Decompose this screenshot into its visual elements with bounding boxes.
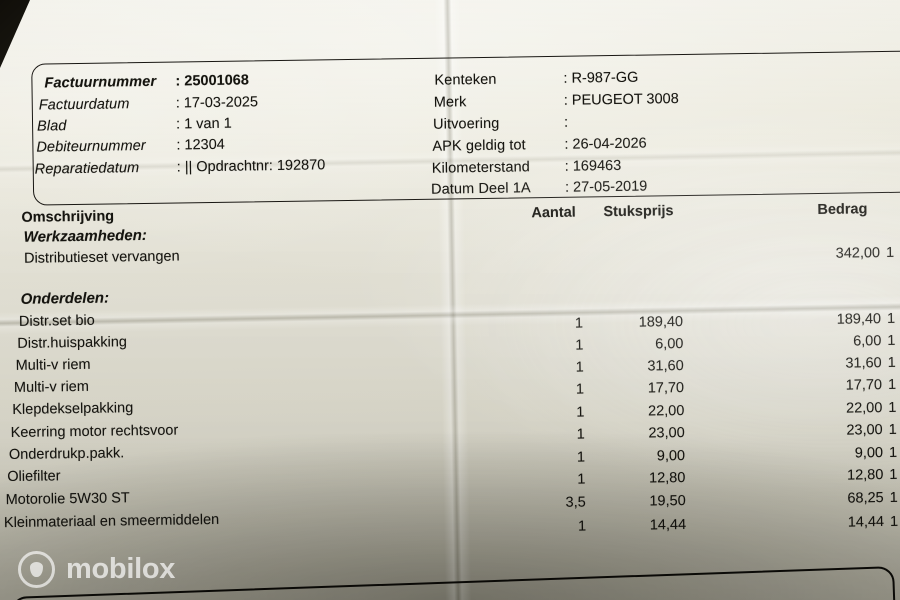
- table-row-amount: 12,80: [846, 467, 884, 484]
- table-row-vat-code: 1: [887, 376, 897, 393]
- field-label-factuurnummer: Factuurnummer: [44, 73, 157, 92]
- field-value-datum-deel-1a: : 27-05-2019: [564, 178, 648, 196]
- table-row-unit-price: 22,00: [647, 403, 685, 420]
- column-header-aantal: Aantal: [531, 204, 576, 222]
- field-value-debiteurnummer: : 12304: [176, 136, 225, 154]
- field-label-blad: Blad: [36, 118, 67, 135]
- table-row-vat-code: 1: [887, 332, 896, 349]
- field-label-datum-deel-1a: Datum Deel 1A: [430, 180, 531, 198]
- mobilox-watermark: mobilox: [18, 551, 175, 588]
- table-row-quantity: 1: [575, 359, 584, 376]
- table-row-quantity: 1: [576, 404, 585, 421]
- table-row-unit-price: 6,00: [655, 336, 684, 353]
- table-row-amount: 6,00: [853, 333, 882, 350]
- table-row-description: Multi-v riem: [15, 356, 91, 374]
- table-row-amount: 342,00: [835, 245, 881, 262]
- table-row-vat-code: 1: [888, 399, 897, 416]
- field-value-merk: : PEUGEOT 3008: [563, 91, 679, 109]
- table-row-quantity: 1: [577, 518, 587, 535]
- table-row-vat-code: 1: [889, 466, 898, 483]
- table-row-unit-price: 14,44: [649, 516, 687, 534]
- table-row-vat-code: 1: [889, 489, 898, 506]
- table-row-amount: 189,40: [836, 311, 882, 328]
- table-row-unit-price: 12,80: [648, 469, 686, 487]
- table-row-quantity: 1: [575, 337, 584, 354]
- field-value-factuurnummer: : 25001068: [175, 72, 249, 90]
- field-value-kilometerstand: : 169463: [564, 157, 622, 175]
- table-row-vat-code: 1: [887, 354, 896, 371]
- table-row-quantity: 1: [576, 449, 586, 466]
- table-row-amount: 22,00: [845, 400, 883, 417]
- field-value-uitvoering: :: [563, 114, 569, 131]
- table-row-description: Kleinmateriaal en smeermiddelen: [3, 511, 220, 532]
- field-value-reparatiedatum: : || Opdrachtnr: 192870: [176, 157, 326, 176]
- table-row-quantity: 1: [575, 381, 585, 398]
- table-row-amount: 68,25: [847, 490, 884, 507]
- field-value-blad: : 1 van 1: [175, 115, 232, 133]
- table-row-quantity: 1: [577, 471, 586, 488]
- table-row-unit-price: 31,60: [647, 358, 684, 375]
- field-label-factuurdatum: Factuurdatum: [38, 96, 130, 114]
- table-row-amount: 23,00: [846, 422, 883, 439]
- field-label-kilometerstand: Kilometerstand: [431, 159, 530, 177]
- table-row-vat-code: 1: [888, 421, 897, 438]
- table-row-description: Distr.set bio: [18, 312, 95, 330]
- table-row-amount: 17,70: [845, 377, 883, 394]
- table-row-vat-code: 1: [889, 513, 899, 530]
- mobilox-wordmark: mobilox: [66, 553, 176, 585]
- table-row-quantity: 3,5: [565, 494, 586, 511]
- table-row-description: Motorolie 5W30 ST: [5, 490, 130, 509]
- table-row-quantity: 1: [576, 426, 585, 443]
- table-row-description: Distributieset vervangen: [23, 248, 180, 267]
- table-row-vat-code: 1: [886, 310, 896, 327]
- table-row-amount: 31,60: [845, 355, 882, 372]
- section-title-werkzaamheden: Werkzaamheden:: [23, 226, 147, 246]
- table-row-quantity: 1: [574, 315, 584, 332]
- column-header-stuksprijs: Stuksprijs: [603, 203, 674, 221]
- table-row-vat-code: 1: [885, 244, 895, 261]
- column-header-omschrijving: Omschrijving: [21, 208, 115, 226]
- field-label-debiteurnummer: Debiteurnummer: [36, 137, 146, 156]
- section-title-onderdelen: Onderdelen:: [20, 289, 110, 308]
- table-row-description: Oliefilter: [7, 468, 61, 486]
- table-row-vat-code: 1: [888, 444, 898, 461]
- field-label-uitvoering: Uitvoering: [432, 115, 500, 133]
- field-label-merk: Merk: [433, 94, 467, 111]
- table-row-amount: 9,00: [854, 445, 884, 462]
- table-row-description: Onderdrukp.pakk.: [8, 445, 125, 464]
- mobilox-circle-icon: [18, 551, 55, 588]
- table-row-description: Distr.huispakking: [17, 334, 128, 352]
- table-row-description: Keerring motor rechtsvoor: [10, 422, 179, 442]
- table-row-unit-price: 17,70: [647, 380, 685, 397]
- column-header-bedrag: Bedrag: [817, 201, 868, 219]
- field-value-kenteken: : R-987-GG: [563, 69, 639, 87]
- field-value-apk-geldig-tot: : 26-04-2026: [564, 135, 647, 153]
- table-row-unit-price: 19,50: [649, 492, 686, 510]
- table-row-description: Multi-v riem: [13, 378, 90, 396]
- table-row-amount: 14,44: [847, 514, 885, 531]
- table-row-unit-price: 23,00: [648, 425, 685, 442]
- table-row-description: Klepdekselpakking: [12, 400, 134, 418]
- field-label-apk-geldig-tot: APK geldig tot: [432, 137, 526, 155]
- table-row-unit-price: 189,40: [638, 314, 684, 331]
- table-row-unit-price: 9,00: [656, 448, 686, 465]
- field-value-factuurdatum: : 17-03-2025: [175, 94, 259, 112]
- field-label-reparatiedatum: Reparatiedatum: [34, 160, 140, 178]
- field-label-kenteken: Kenteken: [434, 71, 497, 89]
